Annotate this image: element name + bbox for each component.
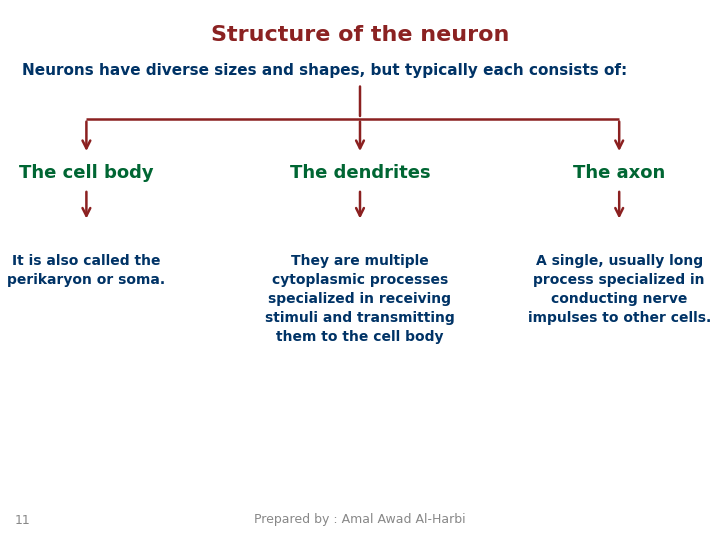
Text: Neurons have diverse sizes and shapes, but typically each consists of:: Neurons have diverse sizes and shapes, b… <box>22 63 627 78</box>
Text: A single, usually long
process specialized in
conducting nerve
impulses to other: A single, usually long process specializ… <box>528 254 711 325</box>
Text: The axon: The axon <box>573 164 665 182</box>
Text: The dendrites: The dendrites <box>289 164 431 182</box>
Text: The cell body: The cell body <box>19 164 153 182</box>
Text: 11: 11 <box>14 514 30 526</box>
Text: Prepared by : Amal Awad Al-Harbi: Prepared by : Amal Awad Al-Harbi <box>254 514 466 526</box>
Text: It is also called the
perikaryon or soma.: It is also called the perikaryon or soma… <box>7 254 166 287</box>
Text: Structure of the neuron: Structure of the neuron <box>211 25 509 45</box>
Text: They are multiple
cytoplasmic processes
specialized in receiving
stimuli and tra: They are multiple cytoplasmic processes … <box>265 254 455 343</box>
